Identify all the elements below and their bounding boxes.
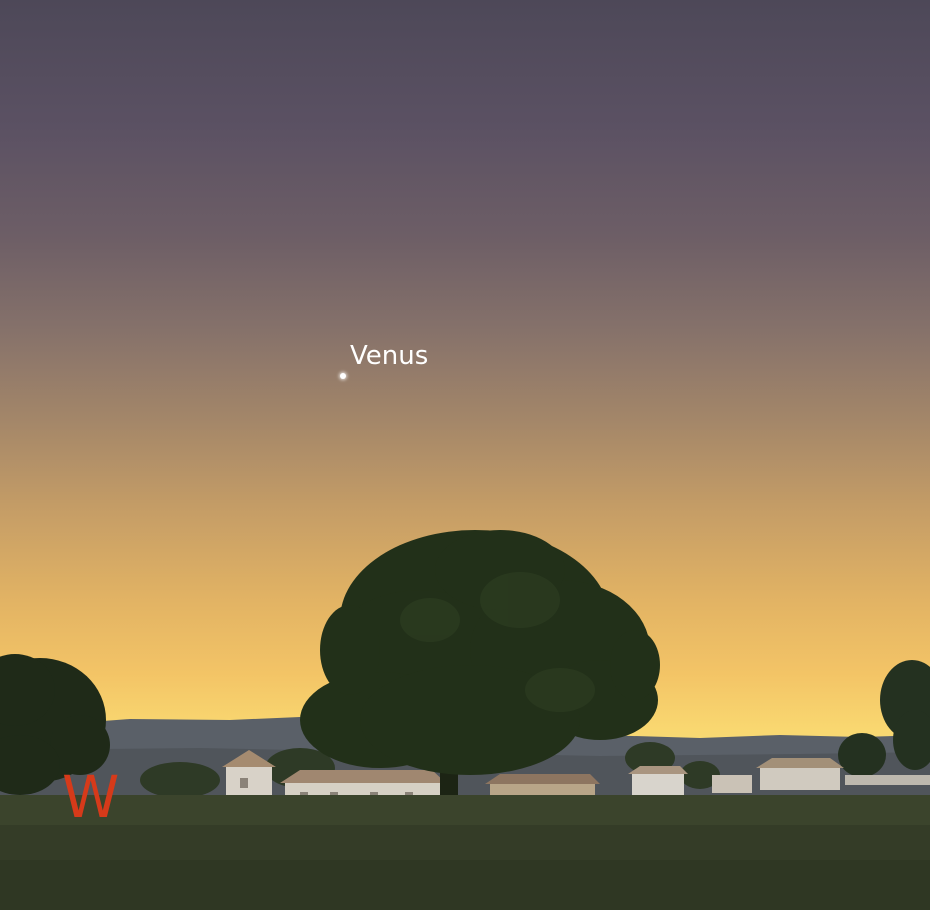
oak-tree: [300, 530, 660, 810]
right-tree: [838, 660, 930, 777]
venus-label: Venus: [350, 341, 429, 371]
venus-planet-icon[interactable]: [340, 373, 346, 379]
compass-west-label: W: [62, 763, 120, 831]
left-tree: [0, 654, 110, 795]
